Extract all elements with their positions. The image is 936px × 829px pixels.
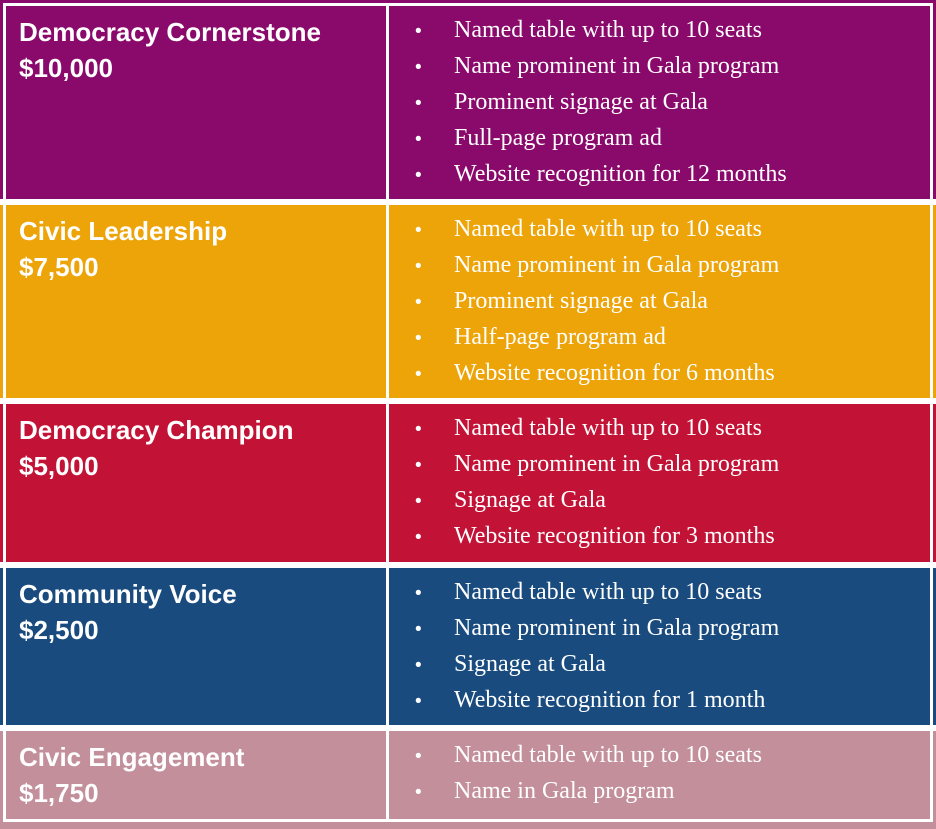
benefit-text: Website recognition for 3 months — [454, 523, 775, 549]
benefit-item: • Website recognition for 1 month — [389, 683, 924, 719]
bullet-icon: • — [415, 419, 422, 440]
benefit-text: Name prominent in Gala program — [454, 53, 780, 79]
benefit-item: • Name in Gala program — [389, 774, 924, 810]
benefit-item: • Full-page program ad — [389, 121, 924, 157]
benefit-text: Name prominent in Gala program — [454, 252, 780, 278]
tier-row: Democracy Champion $5,000 • Named table w… — [0, 404, 936, 562]
benefit-text: Named table with up to 10 seats — [454, 742, 762, 768]
benefit-item: • Signage at Gala — [389, 483, 924, 519]
bullet-icon: • — [415, 220, 422, 241]
bullet-icon: • — [415, 583, 422, 604]
tier-price: $10,000 — [19, 53, 113, 83]
benefits-cell: • Named table with up to 10 seats • Name p… — [389, 568, 930, 725]
benefit-text: Full-page program ad — [454, 125, 662, 151]
benefit-item: • Named table with up to 10 seats — [389, 575, 924, 611]
bullet-icon: • — [415, 57, 422, 78]
benefit-item: • Name prominent in Gala program — [389, 49, 924, 85]
bullet-icon: • — [415, 746, 422, 767]
tier-name: Civic Engagement — [19, 742, 245, 772]
benefit-text: Signage at Gala — [454, 487, 606, 513]
benefit-item: • Prominent signage at Gala — [389, 284, 924, 320]
tier-row: Civic Engagement $1,750 • Named table wit… — [0, 731, 936, 829]
bullet-icon: • — [415, 328, 422, 349]
bullet-icon: • — [415, 782, 422, 803]
bullet-icon: • — [415, 691, 422, 712]
benefit-text: Named table with up to 10 seats — [454, 415, 762, 441]
benefit-item: • Named table with up to 10 seats — [389, 13, 924, 49]
tier-price: $7,500 — [19, 252, 99, 282]
benefit-item: • Named table with up to 10 seats — [389, 738, 924, 774]
bullet-icon: • — [415, 21, 422, 42]
bullet-icon: • — [415, 93, 422, 114]
benefits-cell: • Named table with up to 10 seats • Name p… — [389, 404, 930, 562]
benefit-item: • Half-page program ad — [389, 320, 924, 356]
tier-cell: Democracy Cornerstone $10,000 — [6, 6, 389, 199]
bullet-icon: • — [415, 655, 422, 676]
tier-row: Community Voice $2,500 • Named table with… — [0, 568, 936, 725]
tier-name: Community Voice — [19, 579, 237, 609]
benefit-text: Website recognition for 12 months — [454, 161, 787, 187]
benefit-item: • Named table with up to 10 seats — [389, 411, 924, 447]
tier-cell: Democracy Champion $5,000 — [6, 404, 389, 562]
benefit-text: Name in Gala program — [454, 778, 675, 804]
benefit-text: Named table with up to 10 seats — [454, 17, 762, 43]
benefit-text: Named table with up to 10 seats — [454, 579, 762, 605]
benefit-text: Name prominent in Gala program — [454, 451, 780, 477]
benefit-text: Name prominent in Gala program — [454, 615, 780, 641]
tier-row: Civic Leadership $7,500 • Named table wit… — [0, 205, 936, 398]
benefit-item: • Prominent signage at Gala — [389, 85, 924, 121]
bullet-icon: • — [415, 364, 422, 385]
tier-name: Democracy Cornerstone — [19, 17, 321, 47]
benefit-text: Named table with up to 10 seats — [454, 216, 762, 242]
benefit-item: • Name prominent in Gala program — [389, 248, 924, 284]
benefit-text: Signage at Gala — [454, 651, 606, 677]
tier-row: Democracy Cornerstone $10,000 • Named tab… — [0, 0, 936, 199]
benefits-cell: • Named table with up to 10 seats • Name i… — [389, 731, 930, 819]
bullet-icon: • — [415, 491, 422, 512]
tier-name: Democracy Champion — [19, 415, 294, 445]
benefits-cell: • Named table with up to 10 seats • Name p… — [389, 6, 930, 199]
benefit-text: Website recognition for 1 month — [454, 687, 766, 713]
bullet-icon: • — [415, 527, 422, 548]
benefit-item: • Name prominent in Gala program — [389, 447, 924, 483]
benefit-item: • Website recognition for 3 months — [389, 519, 924, 555]
benefit-text: Prominent signage at Gala — [454, 89, 708, 115]
benefit-item: • Website recognition for 6 months — [389, 356, 924, 392]
benefit-text: Website recognition for 6 months — [454, 360, 775, 386]
benefit-text: Half-page program ad — [454, 324, 666, 350]
bullet-icon: • — [415, 292, 422, 313]
tier-price: $5,000 — [19, 451, 99, 481]
tier-cell: Community Voice $2,500 — [6, 568, 389, 725]
tier-cell: Civic Engagement $1,750 — [6, 731, 389, 819]
bullet-icon: • — [415, 129, 422, 150]
bullet-icon: • — [415, 619, 422, 640]
tier-price: $1,750 — [19, 778, 99, 808]
benefit-text: Prominent signage at Gala — [454, 288, 708, 314]
benefit-item: • Name prominent in Gala program — [389, 611, 924, 647]
benefits-cell: • Named table with up to 10 seats • Name p… — [389, 205, 930, 398]
benefit-item: • Website recognition for 12 months — [389, 157, 924, 193]
bullet-icon: • — [415, 455, 422, 476]
bullet-icon: • — [415, 165, 422, 186]
bullet-icon: • — [415, 256, 422, 277]
benefit-item: • Named table with up to 10 seats — [389, 212, 924, 248]
tier-name: Civic Leadership — [19, 216, 228, 246]
tier-cell: Civic Leadership $7,500 — [6, 205, 389, 398]
benefit-item: • Signage at Gala — [389, 647, 924, 683]
tier-price: $2,500 — [19, 615, 99, 645]
